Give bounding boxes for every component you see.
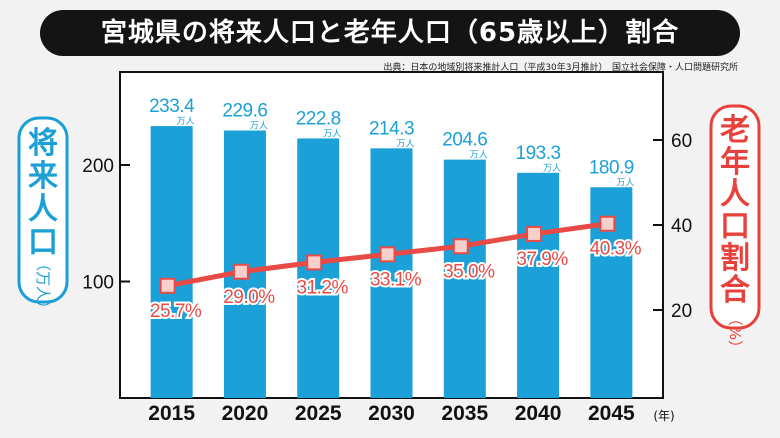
right-axis-title-box — [709, 104, 761, 330]
axis-title-char: 口 — [720, 209, 750, 244]
line-marker — [232, 263, 249, 280]
x-tick-label: 2040 — [515, 402, 562, 425]
bar-unit-label: 万人 — [396, 138, 414, 149]
bar-unit-label: 万人 — [470, 150, 488, 161]
line-value-label: 37.9% — [516, 249, 568, 270]
bar-series — [150, 126, 633, 399]
bar-unit-label: 万人 — [323, 128, 341, 139]
bar-value-label: 180.9 — [589, 157, 634, 178]
line-value-label: 35.0% — [443, 261, 495, 282]
axis-title-char: 人 — [28, 192, 58, 227]
x-tick-label: 2030 — [368, 402, 415, 425]
bar-value-label: 193.3 — [516, 143, 561, 164]
line-marker — [306, 254, 323, 271]
bar-value-label: 222.8 — [296, 108, 341, 129]
bar-unit-label: 万人 — [250, 121, 268, 132]
bar-value-label: 204.6 — [442, 130, 487, 151]
x-tick-label: 2035 — [441, 402, 488, 425]
bar — [517, 172, 560, 398]
bar-unit-label: 万人 — [543, 163, 561, 174]
bar-unit-label: 万人 — [616, 177, 634, 188]
axis-title-char: 人 — [720, 177, 750, 212]
x-tick-label: 2015 — [148, 402, 195, 425]
line-marker — [452, 238, 469, 255]
bar-value-label: 229.6 — [222, 101, 267, 122]
line-value-label: 29.0% — [223, 287, 275, 308]
bar — [443, 159, 486, 398]
left-tick-label: 100 — [82, 273, 114, 294]
line-value-label: 25.7% — [150, 301, 202, 322]
axis-title-char: 来 — [28, 159, 58, 194]
axis-title-unit: （%） — [726, 311, 744, 355]
line-series: 25.7% 29.0% 31.2% 33.1% 35.0% 37.9% 40.3% — [148, 215, 644, 324]
x-tick-label: 2045 — [588, 402, 635, 425]
line-value-label: 33.1% — [370, 269, 422, 290]
axis-title-char: 老 — [720, 113, 750, 148]
left-axis-title-box — [17, 116, 69, 304]
title-banner — [40, 10, 740, 56]
x-axis-unit: (年) — [653, 409, 674, 423]
line-value-label: 31.2% — [297, 277, 349, 298]
bar-value-label: 233.4 — [149, 96, 195, 117]
chart-title: 宮城県の将来人口と老年人口（65歳以上）割合 — [100, 18, 680, 48]
right-tick-label: 20 — [671, 301, 692, 322]
right-tick-label: 60 — [671, 131, 692, 152]
bar-value-label: 214.3 — [369, 118, 414, 139]
bar — [150, 126, 193, 399]
left-tick-label: 200 — [82, 156, 114, 177]
line-marker — [599, 215, 616, 232]
right-tick-label: 40 — [671, 216, 692, 237]
axis-title-char: 年 — [720, 145, 750, 180]
left-axis-title: 将来人口（万人） — [28, 126, 58, 316]
axis-title-char: 割 — [720, 241, 750, 276]
line-marker — [159, 277, 176, 294]
axis-title-char: 口 — [28, 225, 58, 260]
axis-title-char: 将 — [28, 126, 58, 161]
line-value-label: 40.3% — [590, 239, 642, 260]
x-tick-label: 2025 — [295, 402, 342, 425]
left-axis-ticks: 100 200 — [82, 156, 130, 294]
line-marker — [379, 246, 396, 263]
right-axis-ticks: 20 40 60 — [653, 131, 692, 322]
bar — [370, 148, 413, 398]
x-axis-tick-labels: 2015 2020 2025 2030 2035 2040 2045 (年) — [148, 402, 674, 425]
axis-title-char: 合 — [720, 273, 750, 308]
line-marker — [526, 225, 543, 242]
source-note: 出典：日本の地域別将来推計人口（平成30年3月推計） 国立社会保障・人口問題研究… — [383, 63, 738, 73]
bar-unit-label: 万人 — [177, 116, 195, 127]
x-tick-label: 2020 — [222, 402, 269, 425]
axis-title-unit: （万人） — [34, 256, 52, 316]
